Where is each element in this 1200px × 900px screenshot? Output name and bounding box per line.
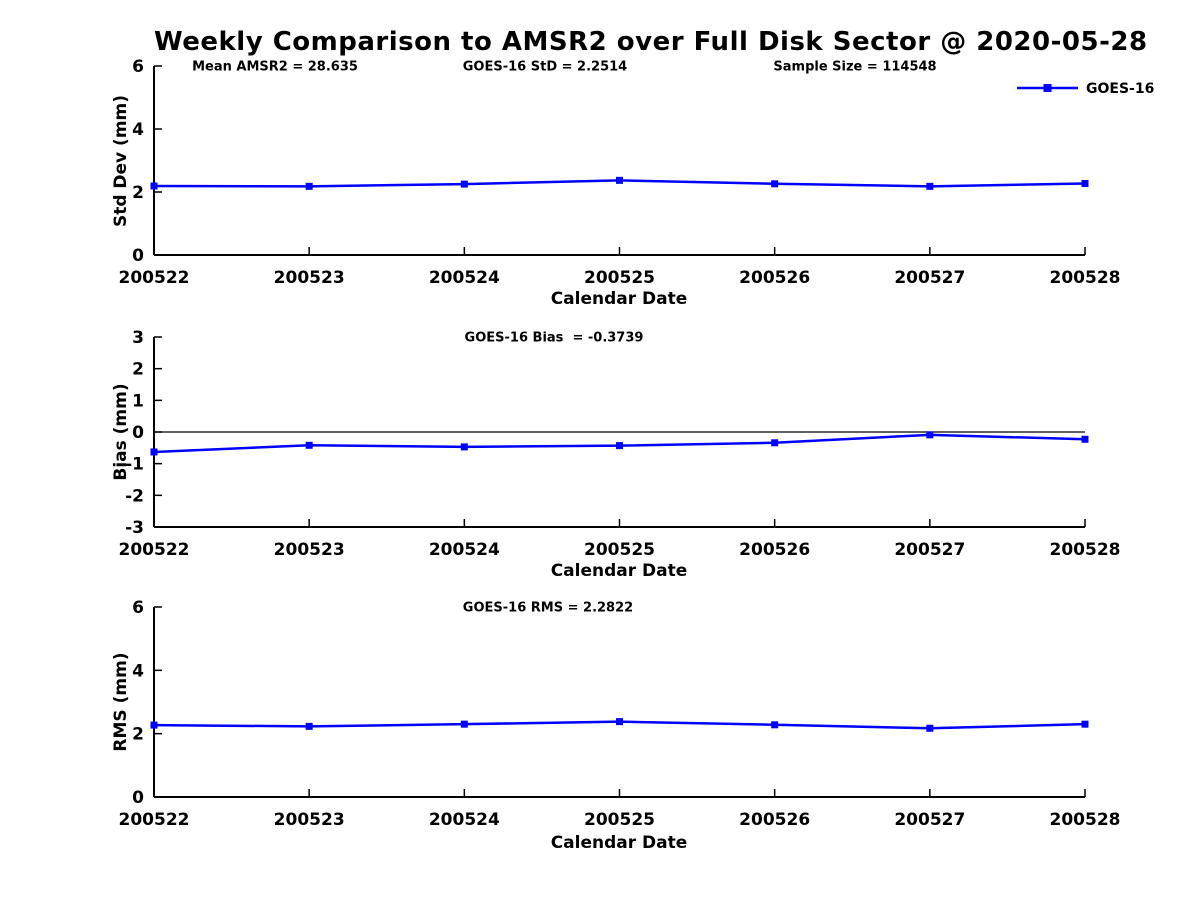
data-point-marker: [305, 722, 313, 730]
legend-label: GOES-16: [1086, 81, 1154, 97]
y-tick-label: 4: [132, 661, 144, 681]
x-tick-label: 200526: [739, 540, 810, 560]
data-point-marker: [150, 182, 158, 190]
y-tick-label: 0: [132, 246, 144, 266]
x-tick-label: 200523: [274, 540, 345, 560]
data-point-marker: [926, 431, 934, 439]
x-tick-label: 200524: [429, 268, 500, 288]
annotation-goes16-bias: GOES-16 Bias = -0.3739: [464, 330, 644, 346]
data-point-marker: [305, 182, 313, 190]
y-tick-label: 2: [132, 183, 144, 203]
data-point-marker: [1081, 435, 1089, 443]
y-tick-label: 0: [132, 788, 144, 808]
data-point-marker: [460, 180, 468, 188]
y-tick-label: -1: [125, 455, 144, 475]
x-tick-label: 200528: [1050, 540, 1121, 560]
x-axis-label-2: Calendar Date: [550, 561, 688, 581]
data-point-marker: [150, 721, 158, 729]
y-tick-label: -2: [125, 486, 144, 506]
data-point-marker: [926, 182, 934, 190]
data-point-marker: [616, 442, 623, 450]
x-tick-label: 200525: [584, 810, 655, 830]
data-point-marker: [926, 724, 934, 732]
data-point-marker: [771, 439, 779, 447]
y-tick-label: 4: [132, 120, 144, 140]
data-point-marker: [1081, 720, 1089, 728]
x-axis-label-1: Calendar Date: [550, 289, 688, 309]
data-point-marker: [616, 718, 623, 726]
data-point-marker: [1081, 179, 1089, 187]
legend-marker: [1043, 84, 1052, 92]
y-tick-label: 2: [132, 360, 144, 380]
x-tick-label: 200524: [429, 810, 500, 830]
annotation-goes16-rms: GOES-16 RMS = 2.2822: [462, 600, 634, 616]
x-tick-label: 200527: [894, 540, 965, 560]
y-tick-label: 2: [132, 725, 144, 745]
x-tick-label: 200528: [1050, 268, 1121, 288]
x-axis-label-3: Calendar Date: [550, 833, 688, 853]
x-tick-label: 200522: [119, 810, 190, 830]
data-point-marker: [771, 721, 779, 729]
y-tick-label: 3: [132, 328, 144, 348]
x-tick-label: 200523: [274, 810, 345, 830]
y-tick-label: 6: [132, 598, 144, 618]
y-axis-label-stddev: Std Dev (mm): [111, 94, 131, 228]
y-tick-label: 1: [132, 391, 144, 411]
data-point-marker: [460, 720, 468, 728]
x-tick-label: 200525: [584, 540, 655, 560]
x-tick-label: 200524: [429, 540, 500, 560]
y-axis-label-bias: Bias (mm): [111, 383, 131, 481]
data-point-marker: [616, 176, 623, 184]
x-tick-label: 200526: [739, 810, 810, 830]
x-tick-label: 200525: [584, 268, 655, 288]
data-point-marker: [771, 180, 779, 188]
y-tick-label: -3: [125, 518, 144, 538]
x-tick-label: 200523: [274, 268, 345, 288]
x-tick-label: 200526: [739, 268, 810, 288]
y-tick-label: 6: [132, 57, 144, 77]
annotation-sample-size: Sample Size = 114548: [773, 59, 937, 75]
figure-title: Weekly Comparison to AMSR2 over Full Dis…: [154, 27, 1148, 57]
data-point-marker: [150, 448, 158, 456]
annotation-goes16-std: GOES-16 StD = 2.2514: [462, 59, 628, 75]
y-axis-label-rms: RMS (mm): [111, 652, 131, 752]
y-tick-label: 0: [132, 423, 144, 443]
data-point-marker: [305, 441, 313, 449]
x-tick-label: 200528: [1050, 810, 1121, 830]
x-tick-label: 200527: [894, 810, 965, 830]
data-point-marker: [460, 443, 468, 451]
x-tick-label: 200522: [119, 268, 190, 288]
x-tick-label: 200527: [894, 268, 965, 288]
x-tick-label: 200522: [119, 540, 190, 560]
annotation-mean-amsr2: Mean AMSR2 = 28.635: [192, 59, 358, 75]
